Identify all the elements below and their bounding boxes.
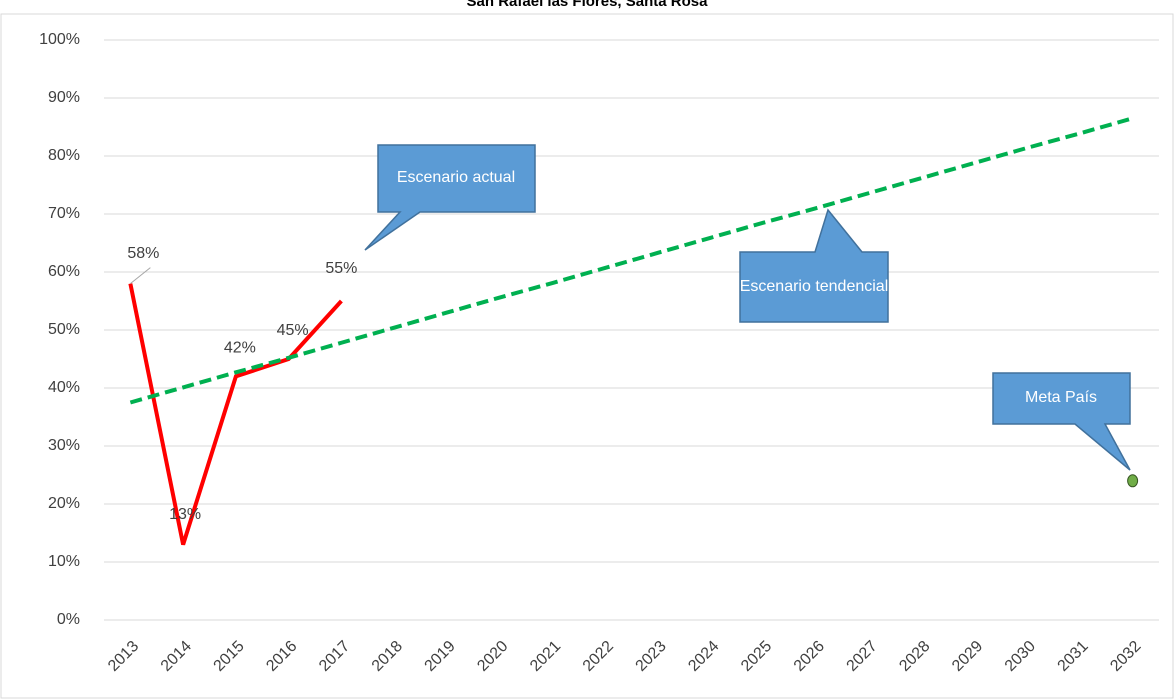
callout-tendencial: Escenario tendencial [739,208,889,323]
callout-text: Escenario tendencial [740,278,889,295]
data-label: 58% [127,245,159,262]
data-label: 13% [169,506,201,523]
callout-shape [364,144,536,251]
y-tick-label: 60% [48,263,80,280]
callout-meta: Meta País [992,372,1131,471]
series-line [128,283,343,546]
y-tick-label: 80% [48,147,80,164]
data-label: 55% [325,260,357,277]
chart-title: San Rafael las Flores, Santa Rosa [467,0,709,10]
y-tick-label: 70% [48,205,80,222]
callout-shape [739,208,889,323]
callout-shape [992,372,1131,471]
leader-line [130,267,151,284]
y-tick-label: 50% [48,321,80,338]
y-tick-label: 10% [48,553,80,570]
data-label: 45% [277,322,309,339]
data-point [1127,474,1139,488]
callout-text: Escenario actual [397,169,515,186]
y-tick-label: 90% [48,89,80,106]
y-tick-label: 100% [39,31,80,48]
y-tick-label: 0% [57,611,80,628]
series-line [129,116,1134,405]
chart-border [0,13,1174,699]
y-tick-label: 40% [48,379,80,396]
callout-text: Meta País [1025,389,1097,406]
y-tick-label: 30% [48,437,80,454]
y-tick-label: 20% [48,495,80,512]
data-label: 42% [224,340,256,357]
callout-actual: Escenario actual [364,144,536,251]
